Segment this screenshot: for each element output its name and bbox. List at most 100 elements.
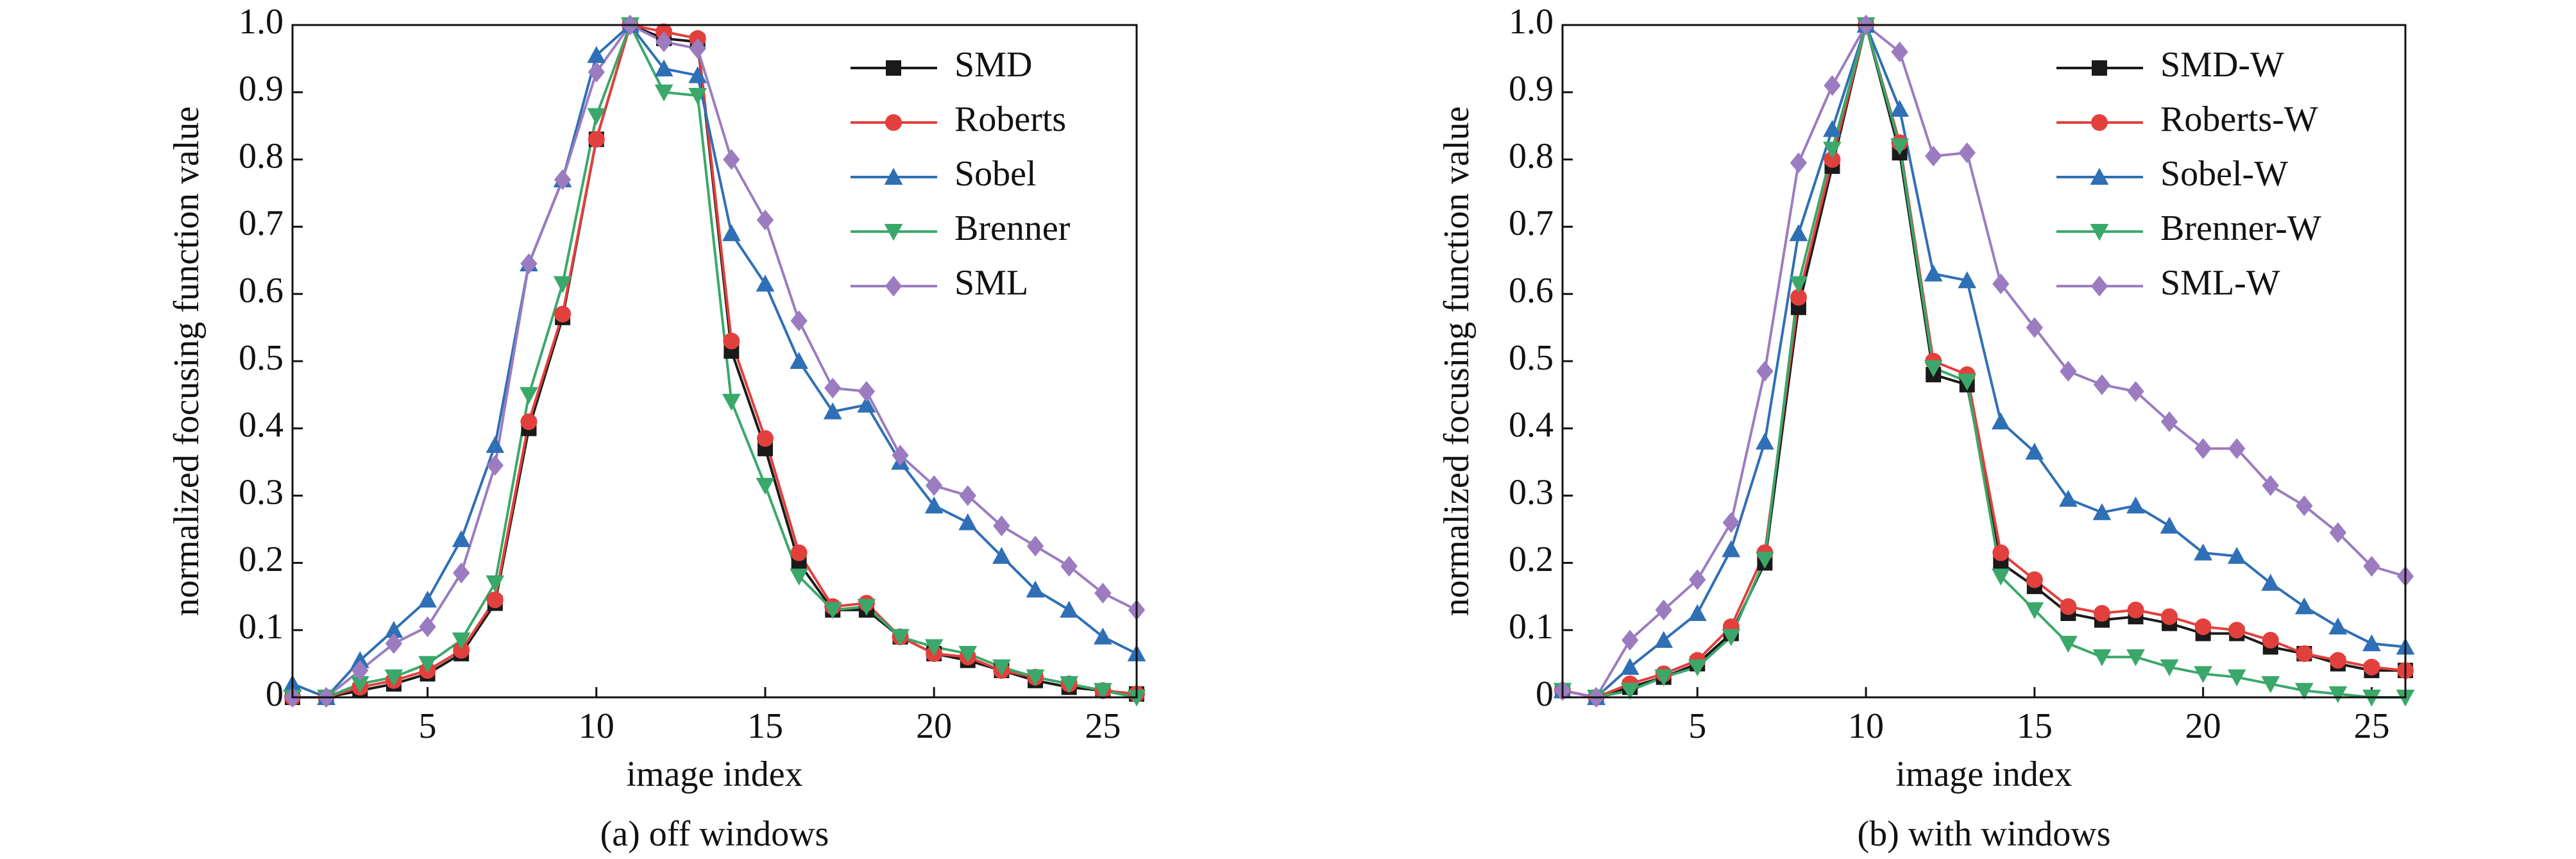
marker xyxy=(2227,547,2246,564)
marker xyxy=(384,620,403,638)
marker xyxy=(588,62,605,83)
legend-label: SMD xyxy=(954,45,1032,85)
x-axis-label: image index xyxy=(1895,754,2072,794)
marker xyxy=(1823,141,1842,159)
marker xyxy=(1958,271,1977,289)
marker xyxy=(2025,602,2044,620)
marker xyxy=(1924,264,1943,282)
x-tick-label: 5 xyxy=(419,706,437,746)
marker xyxy=(857,395,876,413)
marker xyxy=(689,38,706,59)
marker xyxy=(2127,380,2144,402)
y-tick-label: 1.0 xyxy=(1509,2,1554,42)
marker xyxy=(2092,649,2112,667)
marker xyxy=(790,544,808,561)
marker xyxy=(2262,475,2279,497)
marker xyxy=(688,88,708,105)
marker xyxy=(756,209,774,231)
marker xyxy=(1026,669,1045,686)
marker xyxy=(1026,536,1044,557)
marker xyxy=(2093,605,2110,622)
marker xyxy=(2261,676,2280,693)
marker xyxy=(1688,604,1707,621)
marker xyxy=(2228,622,2246,639)
marker xyxy=(1093,683,1112,700)
y-tick-label: 0.4 xyxy=(1509,405,1554,445)
y-tick-label: 0.9 xyxy=(1509,69,1554,109)
legend-marker xyxy=(885,114,902,131)
marker xyxy=(993,515,1010,536)
marker xyxy=(924,639,944,656)
y-tick-label: 0.8 xyxy=(1509,136,1554,176)
marker xyxy=(418,590,437,608)
marker xyxy=(1992,273,2010,294)
marker xyxy=(1755,432,1774,450)
y-tick-label: 0.7 xyxy=(239,203,284,243)
marker xyxy=(384,669,403,686)
y-tick-label: 0.2 xyxy=(239,540,284,579)
x-tick-label: 5 xyxy=(1688,706,1706,746)
marker xyxy=(486,591,504,609)
marker xyxy=(2194,543,2213,561)
y-tick-label: 0.3 xyxy=(239,472,284,512)
legend-label: Roberts xyxy=(954,99,1066,139)
marker xyxy=(756,275,775,292)
y-tick-label: 0 xyxy=(1536,674,1554,714)
marker xyxy=(1890,138,1909,156)
marker xyxy=(2092,503,2112,520)
marker xyxy=(723,332,740,350)
marker xyxy=(2194,618,2212,635)
marker xyxy=(2160,411,2178,432)
marker xyxy=(1890,99,1909,117)
marker xyxy=(452,530,471,547)
marker xyxy=(1093,627,1112,645)
legend-label: SML xyxy=(954,263,1028,303)
marker xyxy=(1060,556,1078,577)
marker xyxy=(2296,645,2313,662)
legend-marker xyxy=(886,60,901,76)
marker xyxy=(2126,649,2145,667)
y-tick-label: 0.6 xyxy=(1509,271,1554,310)
marker xyxy=(2026,571,2043,588)
marker xyxy=(520,387,538,404)
marker xyxy=(655,31,673,53)
marker xyxy=(2127,601,2144,618)
marker xyxy=(2363,556,2380,577)
marker xyxy=(553,276,572,293)
marker xyxy=(1789,224,1808,241)
marker xyxy=(352,659,369,681)
marker xyxy=(1924,146,1942,167)
y-tick-label: 0.2 xyxy=(1509,540,1554,579)
marker xyxy=(1891,41,1908,63)
marker xyxy=(723,149,740,170)
marker xyxy=(2126,496,2145,514)
marker xyxy=(1026,580,1045,598)
legend-marker xyxy=(2092,60,2107,76)
x-tick-label: 20 xyxy=(2185,706,2221,746)
marker xyxy=(2194,666,2213,683)
y-tick-label: 0 xyxy=(266,674,284,714)
marker xyxy=(959,485,976,506)
marker xyxy=(1689,569,1706,590)
legend-marker xyxy=(2090,275,2108,297)
marker xyxy=(1824,151,1841,168)
marker xyxy=(1654,669,1674,686)
marker xyxy=(419,616,436,638)
marker xyxy=(823,402,842,420)
marker xyxy=(2160,516,2179,534)
marker xyxy=(453,642,470,659)
marker xyxy=(2059,489,2078,507)
marker xyxy=(1924,360,1943,377)
marker xyxy=(722,224,741,241)
legend-marker xyxy=(884,167,903,185)
marker xyxy=(790,352,808,369)
marker xyxy=(1688,659,1707,677)
marker xyxy=(2060,598,2077,615)
marker xyxy=(2160,659,2179,677)
series-line xyxy=(1562,21,2406,699)
marker xyxy=(722,393,741,411)
legend-label: Brenner xyxy=(954,208,1071,248)
marker xyxy=(453,562,470,584)
